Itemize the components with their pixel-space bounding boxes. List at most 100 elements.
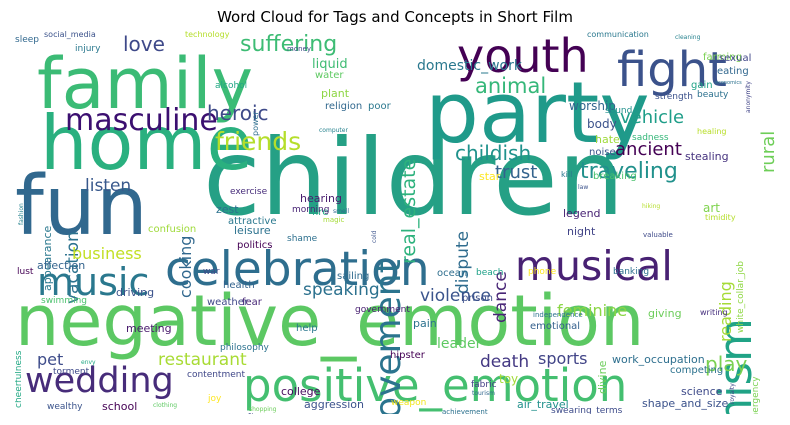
word-lust: lust — [17, 267, 34, 277]
word-cheerfulness: cheerfulness — [15, 350, 24, 408]
word-cold: cold — [371, 230, 378, 243]
word-sadness: sadness — [632, 133, 669, 143]
word-war: war — [203, 267, 220, 277]
word-violence: violence — [420, 286, 491, 306]
word-negative-emotion: negative_emotion — [15, 280, 645, 362]
word-ocean: ocean — [437, 268, 468, 279]
word-musical: musical — [515, 242, 673, 290]
word-divine: divine — [596, 360, 609, 394]
word-suffering: suffering — [240, 32, 338, 57]
word-royalty: royalty — [729, 383, 736, 404]
word-hipster: hipster — [390, 350, 425, 361]
word-achievement: achievement — [442, 408, 488, 415]
word-poor: poor — [368, 101, 391, 112]
word-toy: toy — [499, 372, 519, 386]
word-computer: computer — [319, 127, 348, 134]
word-domestic-work: domestic_work — [417, 58, 522, 74]
word-fabric: fabric — [471, 380, 497, 390]
word-cleaning: cleaning — [675, 34, 701, 41]
word-stealing: stealing — [685, 150, 729, 163]
word-contentment: contentment — [187, 370, 245, 380]
word-worship: worship — [569, 99, 616, 113]
word-liquid: liquid — [312, 57, 348, 72]
word-weather: weather — [207, 297, 248, 308]
word-clothing: clothing — [153, 402, 178, 409]
word-writing: writing — [700, 308, 728, 317]
word-communication: communication — [587, 31, 649, 39]
word-aggression: aggression — [304, 398, 364, 411]
word-magic: magic — [323, 216, 345, 224]
word-listen: listen — [85, 176, 132, 196]
word-legend: legend — [563, 207, 601, 220]
word-cooking: cooking — [176, 235, 195, 298]
word-power: power — [251, 111, 260, 136]
word-fashion: fashion — [18, 203, 25, 225]
word-air-travel: air_travel — [517, 398, 569, 411]
word-valuable: valuable — [643, 231, 673, 239]
word-youth: youth — [457, 31, 589, 83]
word-cloud: children negative_emotion family party h… — [15, 31, 776, 414]
word-star: star — [479, 170, 501, 183]
word-music: music — [37, 260, 150, 304]
word-religion: religion — [325, 101, 363, 112]
word-white-collar-job: white_collar_job — [736, 260, 746, 333]
word-leisure: leisure — [234, 224, 271, 237]
word-sleep: sleep — [15, 35, 39, 45]
word-shape-and-size: shape_and_size — [642, 397, 729, 410]
word-help: help — [296, 323, 318, 334]
word-pet: pet — [37, 350, 64, 369]
word-injury: injury — [75, 44, 101, 54]
word-gain: gain — [691, 80, 713, 91]
word-health: health — [223, 280, 255, 291]
word-hearing: hearing — [300, 192, 343, 205]
word-social-media: social_media — [44, 31, 96, 39]
word-eating: eating — [717, 66, 749, 77]
word-envy: envy — [81, 359, 96, 366]
word-dispute: dispute — [453, 230, 473, 294]
word-animal: animal — [475, 74, 547, 98]
word-emotional: emotional — [530, 321, 581, 332]
word-trust: trust — [495, 162, 538, 183]
word-pain: pain — [413, 317, 437, 330]
word-feminine: feminine — [557, 301, 628, 320]
word-technology: technology — [185, 31, 230, 39]
word-celebration: celebration — [165, 242, 430, 297]
word-politics: politics — [237, 240, 273, 251]
word-farming: farming — [703, 52, 742, 63]
word-heroic: heroic — [207, 101, 269, 125]
word-attractive: attractive — [228, 216, 277, 227]
word-philosophy: philosophy — [220, 343, 269, 353]
word-confusion: confusion — [148, 224, 197, 235]
word-party: party — [425, 64, 650, 163]
word-fight: fight — [617, 42, 727, 98]
word-giving: giving — [648, 307, 682, 320]
word-home: home — [40, 99, 253, 187]
word-school: school — [102, 400, 138, 413]
word-family: family — [37, 43, 254, 125]
word-art: art — [703, 201, 720, 215]
word-dance: dance — [491, 271, 511, 323]
word-competing: competing — [670, 365, 724, 376]
word-medical-emergency: medical_emergency — [751, 376, 761, 414]
word-exercise: exercise — [230, 187, 268, 197]
word-death: death — [480, 352, 530, 372]
word-healing: healing — [697, 127, 727, 136]
word-water: water — [315, 70, 344, 81]
word-independence: independence — [533, 311, 583, 319]
word-traveling: traveling — [580, 159, 678, 184]
word-fire: fire — [312, 207, 329, 218]
word-weapon: weapon — [391, 398, 427, 408]
word-driving: driving — [116, 286, 155, 299]
word-night: night — [567, 225, 596, 238]
word-anonymity: anonymity — [745, 81, 752, 113]
word-love: love — [123, 32, 165, 56]
word-real-estate: real_estate — [398, 158, 420, 264]
word-beauty: beauty — [697, 90, 729, 100]
word-masculine: masculine — [65, 103, 218, 138]
word-prison: prison — [462, 293, 493, 304]
word-wedding: wedding — [25, 361, 174, 401]
word-rural: rural — [758, 130, 776, 173]
word-science: science — [681, 385, 723, 398]
word-strength: strength — [655, 92, 693, 102]
word-torment: torment — [53, 367, 90, 377]
